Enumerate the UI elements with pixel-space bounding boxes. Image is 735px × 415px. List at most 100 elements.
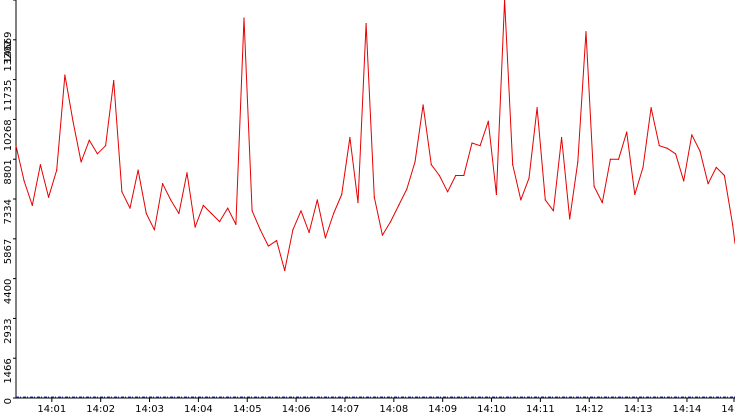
- x-tick-label: 14:14: [673, 404, 702, 415]
- data-point: [218, 221, 221, 223]
- data-point: [341, 193, 343, 196]
- x-tick-label: 14:11: [526, 404, 555, 415]
- data-point: [569, 218, 571, 220]
- x-tick-label: 14:03: [135, 404, 164, 415]
- data-point: [284, 269, 286, 272]
- data-point: [210, 212, 213, 215]
- data-point: [251, 210, 253, 212]
- data-point: [389, 221, 392, 223]
- data-point: [153, 229, 156, 231]
- data-point: [495, 193, 498, 196]
- data-point: [560, 136, 563, 139]
- series-line: [15, 0, 735, 271]
- data-point: [178, 212, 180, 215]
- data-point: [292, 229, 294, 231]
- y-tick-label: 1466: [3, 358, 14, 383]
- data-point: [617, 158, 620, 160]
- y-tick-label: 11735: [3, 80, 14, 112]
- data-point: [398, 204, 400, 206]
- y-axis-tick-labels: 0 1466 2933 4400 5867 7334 8801 10268 11735 13202…: [3, 32, 14, 405]
- data-point: [707, 183, 709, 185]
- data-point: [406, 188, 408, 190]
- x-tick-label: 14:10: [477, 404, 506, 415]
- y-tick-label: 4400: [3, 279, 14, 304]
- y-tick-label: 5867: [3, 239, 14, 264]
- x-tick-label: 14:08: [379, 404, 408, 415]
- data-point: [634, 193, 636, 196]
- data-point: [332, 212, 335, 215]
- data-point: [715, 166, 717, 168]
- data-point: [658, 145, 660, 147]
- data-point: [552, 210, 555, 212]
- data-point: [422, 104, 424, 106]
- data-point: [88, 139, 90, 141]
- y-tick-label: 13202: [3, 40, 14, 72]
- data-point: [259, 229, 261, 231]
- data-point: [446, 191, 449, 193]
- data-point: [373, 196, 375, 198]
- data-point: [683, 180, 685, 182]
- data-point: [96, 153, 99, 155]
- y-tick-label: 10268: [3, 119, 14, 151]
- data-point: [316, 199, 318, 201]
- data-point: [39, 164, 42, 166]
- data-point: [31, 204, 33, 206]
- data-point: [145, 212, 147, 215]
- data-point: [161, 183, 164, 185]
- data-point: [487, 120, 489, 122]
- data-point: [520, 199, 522, 201]
- data-point: [357, 202, 359, 204]
- x-tick-label: 14: [721, 404, 734, 415]
- x-tick-label: 14:09: [428, 404, 457, 415]
- data-point: [137, 169, 139, 171]
- data-point: [544, 199, 546, 201]
- data-point: [593, 185, 595, 187]
- data-point: [324, 237, 327, 239]
- data-point: [80, 161, 82, 163]
- data-point: [349, 136, 351, 139]
- y-tick-label: 2933: [3, 318, 14, 343]
- data-point: [72, 120, 74, 122]
- data-point: [512, 164, 514, 166]
- data-point: [170, 199, 172, 201]
- data-point: [275, 240, 278, 242]
- data-point: [471, 142, 473, 144]
- data-point: [15, 145, 17, 147]
- data-point: [666, 147, 669, 149]
- data-point: [381, 234, 384, 236]
- data-point: [438, 174, 441, 177]
- x-tick-label: 14:06: [282, 404, 311, 415]
- data-point: [577, 161, 579, 163]
- data-point: [300, 210, 302, 212]
- data-point: [113, 79, 115, 82]
- x-tick-label: 14:01: [37, 404, 66, 415]
- data-point: [194, 226, 196, 228]
- x-tick-label: 14:12: [575, 404, 604, 415]
- data-point: [503, 0, 506, 1]
- data-point: [479, 145, 481, 147]
- data-point: [674, 153, 677, 155]
- data-point: [528, 177, 530, 179]
- data-point: [585, 31, 587, 33]
- x-tick-label: 14:07: [331, 404, 360, 415]
- x-axis-tick-labels: 14:01 14:02 14:03 14:04 14:05 14:06 14:07 14:08…: [37, 404, 734, 415]
- data-point: [650, 107, 652, 109]
- x-tick-label: 14:05: [233, 404, 262, 415]
- data-point: [47, 196, 50, 198]
- data-point: [365, 22, 367, 25]
- x-tick-label: 14:13: [624, 404, 653, 415]
- data-point: [202, 204, 204, 206]
- data-point: [699, 150, 701, 152]
- data-point: [601, 202, 603, 204]
- x-tick-label: 14:04: [184, 404, 213, 415]
- data-point: [691, 134, 693, 136]
- data-point: [267, 245, 270, 247]
- data-point: [243, 17, 245, 19]
- data-point: [186, 172, 188, 174]
- data-point: [23, 180, 25, 182]
- data-point: [536, 107, 538, 109]
- data-point: [121, 191, 123, 193]
- data-point: [227, 207, 229, 209]
- y-tick-label: 0: [3, 398, 14, 404]
